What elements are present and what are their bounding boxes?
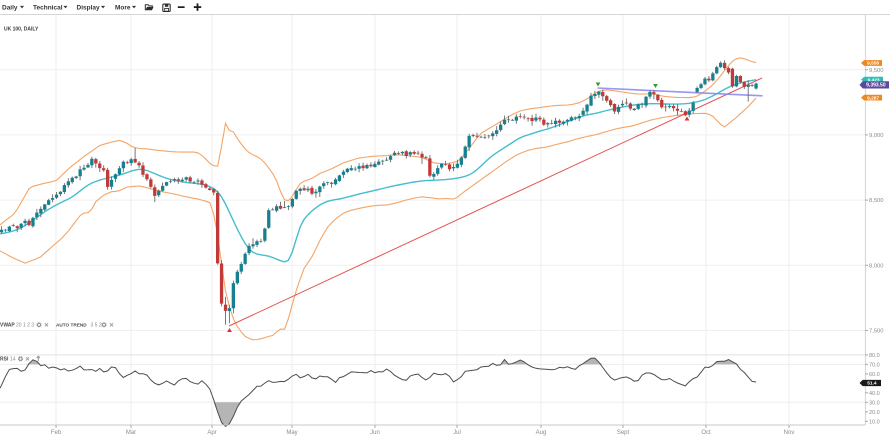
svg-text:9,423: 9,423 bbox=[868, 77, 880, 83]
svg-text:9,558: 9,558 bbox=[867, 61, 879, 67]
svg-text:70.0: 70.0 bbox=[869, 363, 880, 369]
svg-text:30.0: 30.0 bbox=[869, 400, 880, 406]
svg-text:Jul: Jul bbox=[453, 430, 461, 436]
svg-text:More: More bbox=[115, 5, 131, 12]
svg-text:Jun: Jun bbox=[370, 430, 380, 436]
svg-text:60.0: 60.0 bbox=[869, 372, 880, 378]
svg-text:Aug: Aug bbox=[536, 430, 547, 436]
svg-text:3 5 2: 3 5 2 bbox=[91, 323, 102, 329]
svg-text:8,500: 8,500 bbox=[869, 198, 884, 204]
svg-text:9,393.50: 9,393.50 bbox=[866, 83, 886, 89]
svg-text:Nov: Nov bbox=[784, 430, 795, 436]
svg-text:8,000: 8,000 bbox=[869, 263, 884, 269]
svg-text:Sept: Sept bbox=[617, 430, 630, 436]
svg-text:51.4: 51.4 bbox=[867, 381, 877, 387]
svg-text:40.0: 40.0 bbox=[869, 391, 880, 397]
svg-text:UK 100, DAILY: UK 100, DAILY bbox=[4, 27, 39, 33]
svg-text:Oct: Oct bbox=[701, 430, 711, 436]
svg-text:9,000: 9,000 bbox=[869, 133, 884, 139]
svg-text:May: May bbox=[286, 430, 297, 436]
svg-text:Technical: Technical bbox=[33, 5, 63, 12]
svg-text:AUTO TREND: AUTO TREND bbox=[56, 323, 87, 328]
svg-text:20 1 2 3: 20 1 2 3 bbox=[16, 323, 34, 329]
svg-text:20.0: 20.0 bbox=[869, 410, 880, 416]
svg-text:7,500: 7,500 bbox=[869, 329, 884, 335]
svg-text:Daily: Daily bbox=[2, 5, 18, 12]
svg-text:14: 14 bbox=[10, 357, 16, 363]
svg-text:Apr: Apr bbox=[207, 430, 216, 436]
svg-text:9,287: 9,287 bbox=[867, 95, 879, 101]
svg-text:Display: Display bbox=[77, 5, 101, 12]
svg-text:80.0: 80.0 bbox=[869, 353, 880, 359]
svg-text:Feb: Feb bbox=[51, 430, 62, 436]
svg-text:VWAP: VWAP bbox=[0, 323, 15, 329]
svg-text:10.0: 10.0 bbox=[869, 419, 880, 425]
svg-text:Mar: Mar bbox=[126, 430, 136, 436]
svg-text:RSI: RSI bbox=[0, 357, 9, 363]
svg-text:9,500: 9,500 bbox=[869, 68, 884, 74]
